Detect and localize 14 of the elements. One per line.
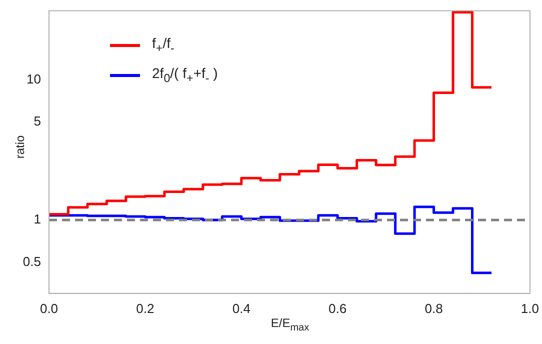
x-tick-label: 0.0 [40, 300, 58, 316]
legend-label: f$_{+}$/f$_{-}$ [152, 35, 174, 55]
x-tick-label: 0.4 [232, 300, 250, 316]
x-tick-label: 0.8 [424, 300, 443, 316]
x-tick-label: 1.0 [520, 300, 540, 316]
y-tick-label: 0.5 [22, 254, 41, 269]
y-tick-label: 1 [34, 212, 41, 227]
legend-label: 2f$_{0}$/( f$_{+}$+f$_{-}$ ) [152, 65, 218, 85]
x-tick-label: 0.6 [328, 300, 347, 316]
y-tick-label: 5 [34, 114, 41, 129]
x-tick-label: 0.2 [136, 300, 154, 316]
y-tick-label: 10 [26, 71, 41, 86]
y-axis-title: ratio [13, 134, 27, 161]
x-axis-title: E/E$_{max}$ [270, 316, 310, 334]
